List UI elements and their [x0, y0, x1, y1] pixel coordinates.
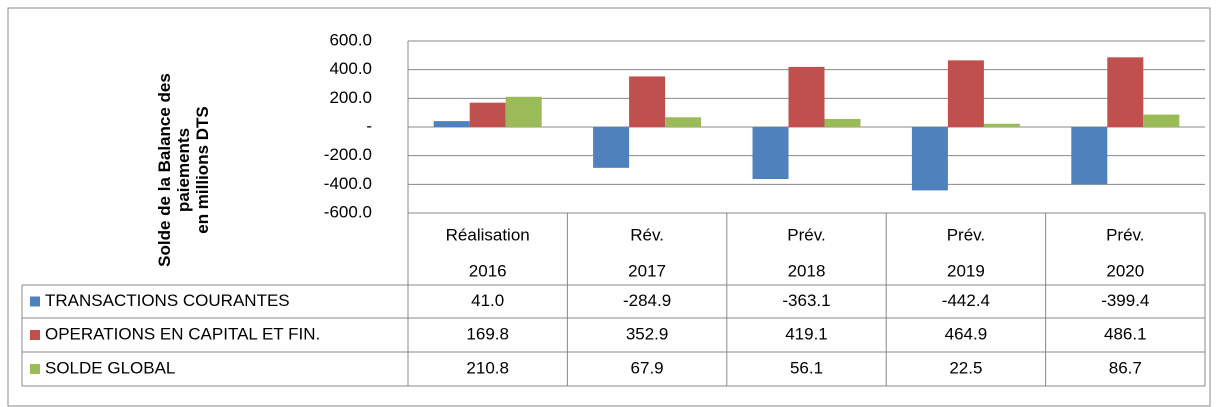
y-tick-label: 200.0	[329, 88, 372, 107]
x-tick-label: Prév.	[947, 225, 985, 244]
table-value: 419.1	[785, 324, 828, 343]
table-value: 210.8	[466, 358, 509, 377]
table-value: 464.9	[945, 324, 988, 343]
y-tick-label: 400.0	[329, 59, 372, 78]
x-tick-label: Prév.	[787, 225, 825, 244]
y-tick-label: 600.0	[329, 30, 372, 49]
table-value: 22.5	[949, 358, 982, 377]
x-tick-label: 2020	[1106, 261, 1144, 280]
bar	[433, 121, 470, 127]
legend-swatch	[30, 330, 40, 340]
bar	[824, 118, 861, 127]
bar	[1071, 127, 1108, 185]
table-value: 86.7	[1109, 358, 1142, 377]
bar	[665, 117, 702, 127]
y-axis-title-line: Solde de la Balance des	[155, 73, 174, 267]
legend-label: OPERATIONS EN CAPITAL ET FIN.	[45, 324, 320, 343]
bar	[505, 96, 542, 127]
legend-swatch	[30, 364, 40, 374]
table-value: 56.1	[790, 358, 823, 377]
y-tick-label: -400.0	[324, 174, 372, 193]
table-value: -442.4	[942, 291, 990, 310]
table-value: -399.4	[1101, 291, 1149, 310]
bar	[983, 123, 1020, 127]
bar	[752, 127, 789, 180]
x-tick-label: 2019	[947, 261, 985, 280]
y-tick-label: -	[366, 116, 372, 135]
x-tick-label: 2018	[788, 261, 826, 280]
table-value: 67.9	[631, 358, 664, 377]
bar	[911, 127, 948, 191]
table-value: -284.9	[623, 291, 671, 310]
y-axis-title-line: en millions DTS	[193, 106, 212, 234]
x-tick-label: Réalisation	[446, 225, 530, 244]
table-value: 486.1	[1104, 324, 1147, 343]
legend-label: TRANSACTIONS COURANTES	[45, 291, 290, 310]
legend-swatch	[30, 296, 40, 307]
table-value: -363.1	[782, 291, 830, 310]
x-tick-label: 2017	[628, 261, 666, 280]
y-axis-title: Solde de la Balance despaiementsen milli…	[155, 73, 212, 267]
bar	[629, 76, 666, 127]
bar	[593, 127, 630, 168]
chart-border	[7, 7, 1211, 407]
x-tick-label: Prév.	[1106, 225, 1144, 244]
bar	[788, 66, 825, 127]
bar	[947, 60, 984, 127]
bar	[469, 102, 506, 127]
x-tick-label: Rév.	[630, 225, 664, 244]
y-tick-label: -600.0	[324, 202, 372, 221]
x-tick-label: 2016	[469, 261, 507, 280]
legend-label: SOLDE GLOBAL	[45, 358, 175, 377]
bar	[1107, 57, 1144, 127]
y-axis-title-line: paiements	[174, 128, 193, 212]
y-tick-label: -200.0	[324, 145, 372, 164]
bar	[1143, 114, 1180, 127]
table-value: 41.0	[471, 291, 504, 310]
table-value: 169.8	[466, 324, 509, 343]
table-value: 352.9	[626, 324, 669, 343]
